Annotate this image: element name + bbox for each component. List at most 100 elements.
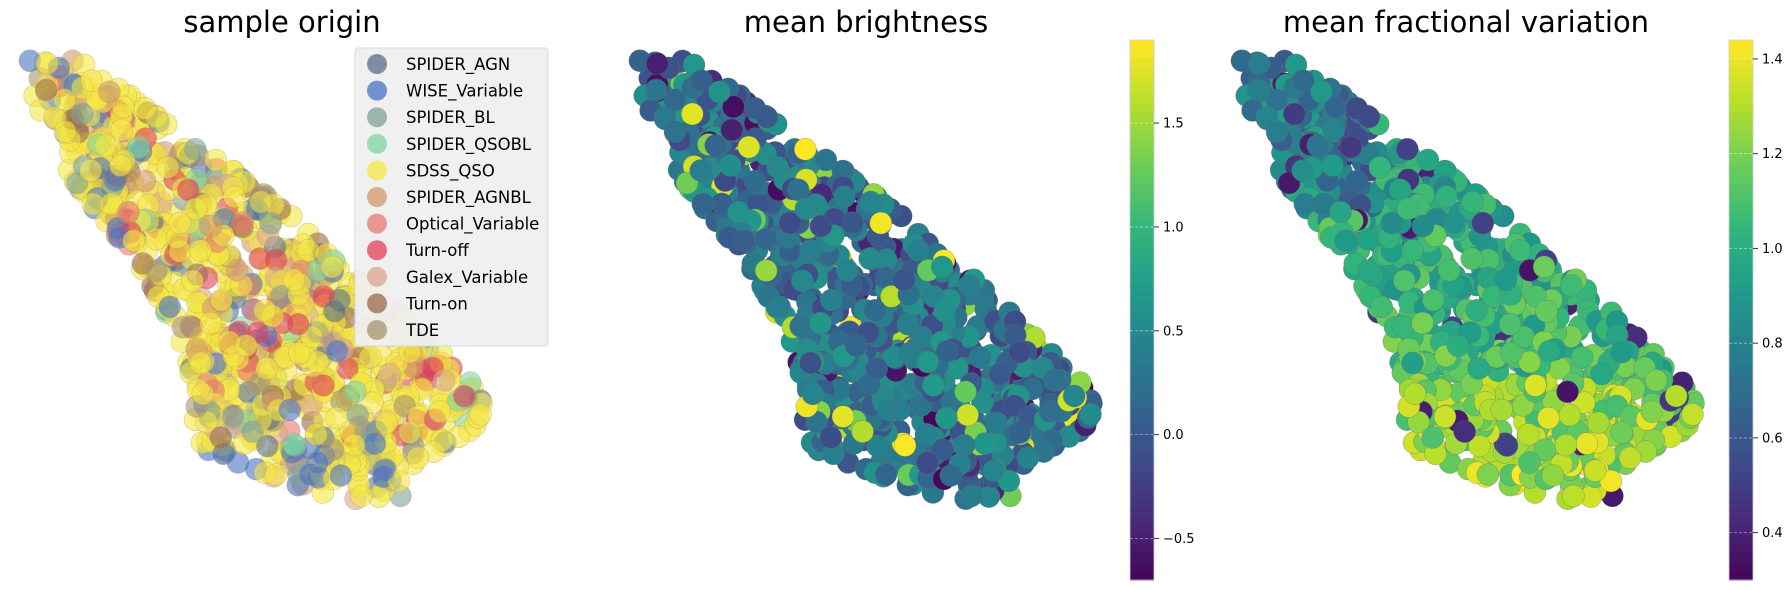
- colorbar-segment: [1130, 256, 1154, 266]
- scatter-point: [282, 268, 306, 292]
- legend-box: SPIDER_AGN WISE_Variable SPIDER_BL SPIDER_Q…: [354, 47, 549, 347]
- colorbar-tick-label: 1.0: [1163, 220, 1184, 235]
- scatter-point: [1554, 433, 1578, 457]
- scatter-point: [971, 391, 994, 414]
- scatter-point: [168, 211, 192, 235]
- colorbar-segment: [1130, 544, 1154, 554]
- colorbar-segment: [1130, 400, 1154, 410]
- colorbar-tick-label: −0.5: [1163, 532, 1195, 547]
- colorbar-segment: [1130, 247, 1154, 257]
- scatter-point: [1321, 154, 1344, 177]
- colorbar-segment: [1729, 544, 1753, 554]
- colorbar-segment: [1729, 391, 1753, 401]
- scatter-point: [306, 451, 329, 475]
- scatter-point: [371, 459, 395, 483]
- scatter-point: [1587, 411, 1610, 434]
- colorbar-segment: [1130, 436, 1154, 446]
- scatter-point: [982, 459, 1005, 482]
- colorbar-segment: [1130, 94, 1154, 104]
- scatter-point: [432, 369, 456, 392]
- scatter-point: [350, 484, 373, 508]
- colorbar-segment: [1130, 355, 1154, 365]
- scatter-point: [199, 311, 222, 335]
- scatter-point: [79, 159, 102, 182]
- scatter-point: [1265, 88, 1288, 112]
- scatter-point: [109, 154, 132, 177]
- scatter-point: [110, 118, 133, 142]
- scatter-point: [1357, 105, 1381, 129]
- legend-marker: [367, 80, 387, 101]
- colorbar-segment: [1729, 139, 1753, 149]
- scatter-point: [1562, 484, 1585, 508]
- scatter-point: [1422, 288, 1445, 312]
- scatter-point: [737, 135, 761, 159]
- colorbar-segment: [1130, 139, 1154, 149]
- scatter-point: [1575, 432, 1599, 455]
- colorbar-segment: [1729, 211, 1753, 221]
- colorbar-segment: [1130, 454, 1154, 464]
- colorbar-segment: [1130, 292, 1154, 302]
- scatter-point: [1339, 135, 1363, 159]
- colorbar-segment: [1729, 382, 1753, 392]
- colorbar-segment: [1729, 130, 1753, 140]
- scatter-point: [234, 334, 258, 357]
- colorbar-segment: [1729, 256, 1753, 266]
- colorbar-segment: [1729, 517, 1753, 527]
- colorbar-segment: [1729, 454, 1753, 464]
- scatter-point: [53, 88, 76, 112]
- colorbar-segment: [1130, 229, 1154, 239]
- colorbar-segment: [1729, 103, 1753, 113]
- legend-label: SPIDER_BL: [406, 108, 495, 128]
- scatter-point: [859, 190, 882, 214]
- scatter-point: [1393, 269, 1416, 293]
- colorbar-segment: [1729, 436, 1753, 446]
- colorbar-segment: [1130, 373, 1154, 383]
- scatter-point: [1401, 351, 1424, 375]
- colorbar-tick-label: 0.4: [1762, 526, 1783, 541]
- scatter-point: [968, 345, 992, 369]
- scatter-point: [158, 295, 181, 319]
- scatter-point: [1476, 463, 1500, 486]
- scatter-point: [210, 288, 233, 312]
- scatter-point: [231, 211, 254, 234]
- colorbar-segment: [1130, 319, 1154, 329]
- scatter-point: [1471, 211, 1495, 235]
- scatter-point: [145, 227, 168, 251]
- colorbar-segment: [1729, 463, 1753, 473]
- scatter-point: [1038, 400, 1062, 423]
- colorbar-segment: [1729, 175, 1753, 185]
- scatter-point: [248, 247, 272, 271]
- scatter-point: [1401, 239, 1424, 262]
- scatter-point: [1618, 446, 1642, 470]
- legend-label: Turn-on: [405, 294, 468, 313]
- colorbar-segment: [1130, 112, 1154, 122]
- colorbar-segment: [1729, 445, 1753, 455]
- colorbar-segment: [1729, 265, 1753, 275]
- scatter-point: [1610, 421, 1634, 444]
- colorbar-segment: [1729, 319, 1753, 329]
- scatter-point: [1518, 451, 1541, 474]
- colorbar-segment: [1130, 481, 1154, 491]
- scatter-point: [988, 362, 1012, 386]
- colorbar-segment: [1729, 409, 1753, 419]
- scatter-point: [306, 350, 329, 374]
- scatter-point: [1356, 259, 1380, 282]
- scatter-point: [360, 391, 384, 415]
- scatter-points-mean-fractional-variation: [1230, 49, 1705, 510]
- scatter-point: [1537, 339, 1561, 363]
- scatter-point: [935, 406, 958, 430]
- scatter-point: [1446, 334, 1470, 357]
- scatter-point: [283, 434, 307, 457]
- scatter-point: [663, 88, 686, 112]
- scatter-point: [952, 433, 976, 457]
- colorbar-segment: [1729, 157, 1753, 167]
- scatter-point: [789, 315, 812, 338]
- scatter-point: [720, 118, 743, 142]
- scatter-point: [1524, 374, 1547, 397]
- scatter-point: [958, 274, 981, 297]
- colorbar-tick-label: 0.6: [1762, 431, 1783, 446]
- colorbar-segment: [1729, 67, 1753, 77]
- scatter-point: [1396, 197, 1420, 221]
- scatter-point: [323, 299, 346, 323]
- colorbar-mean-fractional-variation: 0.4 0.6 0.8 1.0 1.2 1.4: [1728, 39, 1783, 581]
